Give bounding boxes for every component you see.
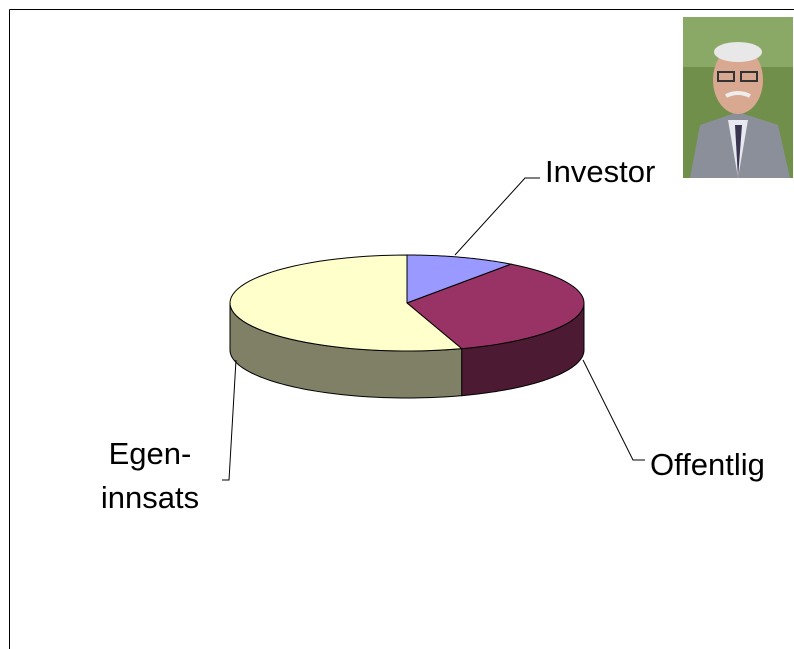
photo [683,17,793,178]
pie-slice [406,254,513,304]
label-offentlig: Offentlig [650,447,765,482]
pie-slice [406,263,585,350]
label-egeninnsats: Egen- innsats [100,436,200,515]
leader-lines [222,177,645,481]
pie [229,254,585,399]
pie-slice [229,254,463,352]
label-investor: Investor [545,154,656,189]
